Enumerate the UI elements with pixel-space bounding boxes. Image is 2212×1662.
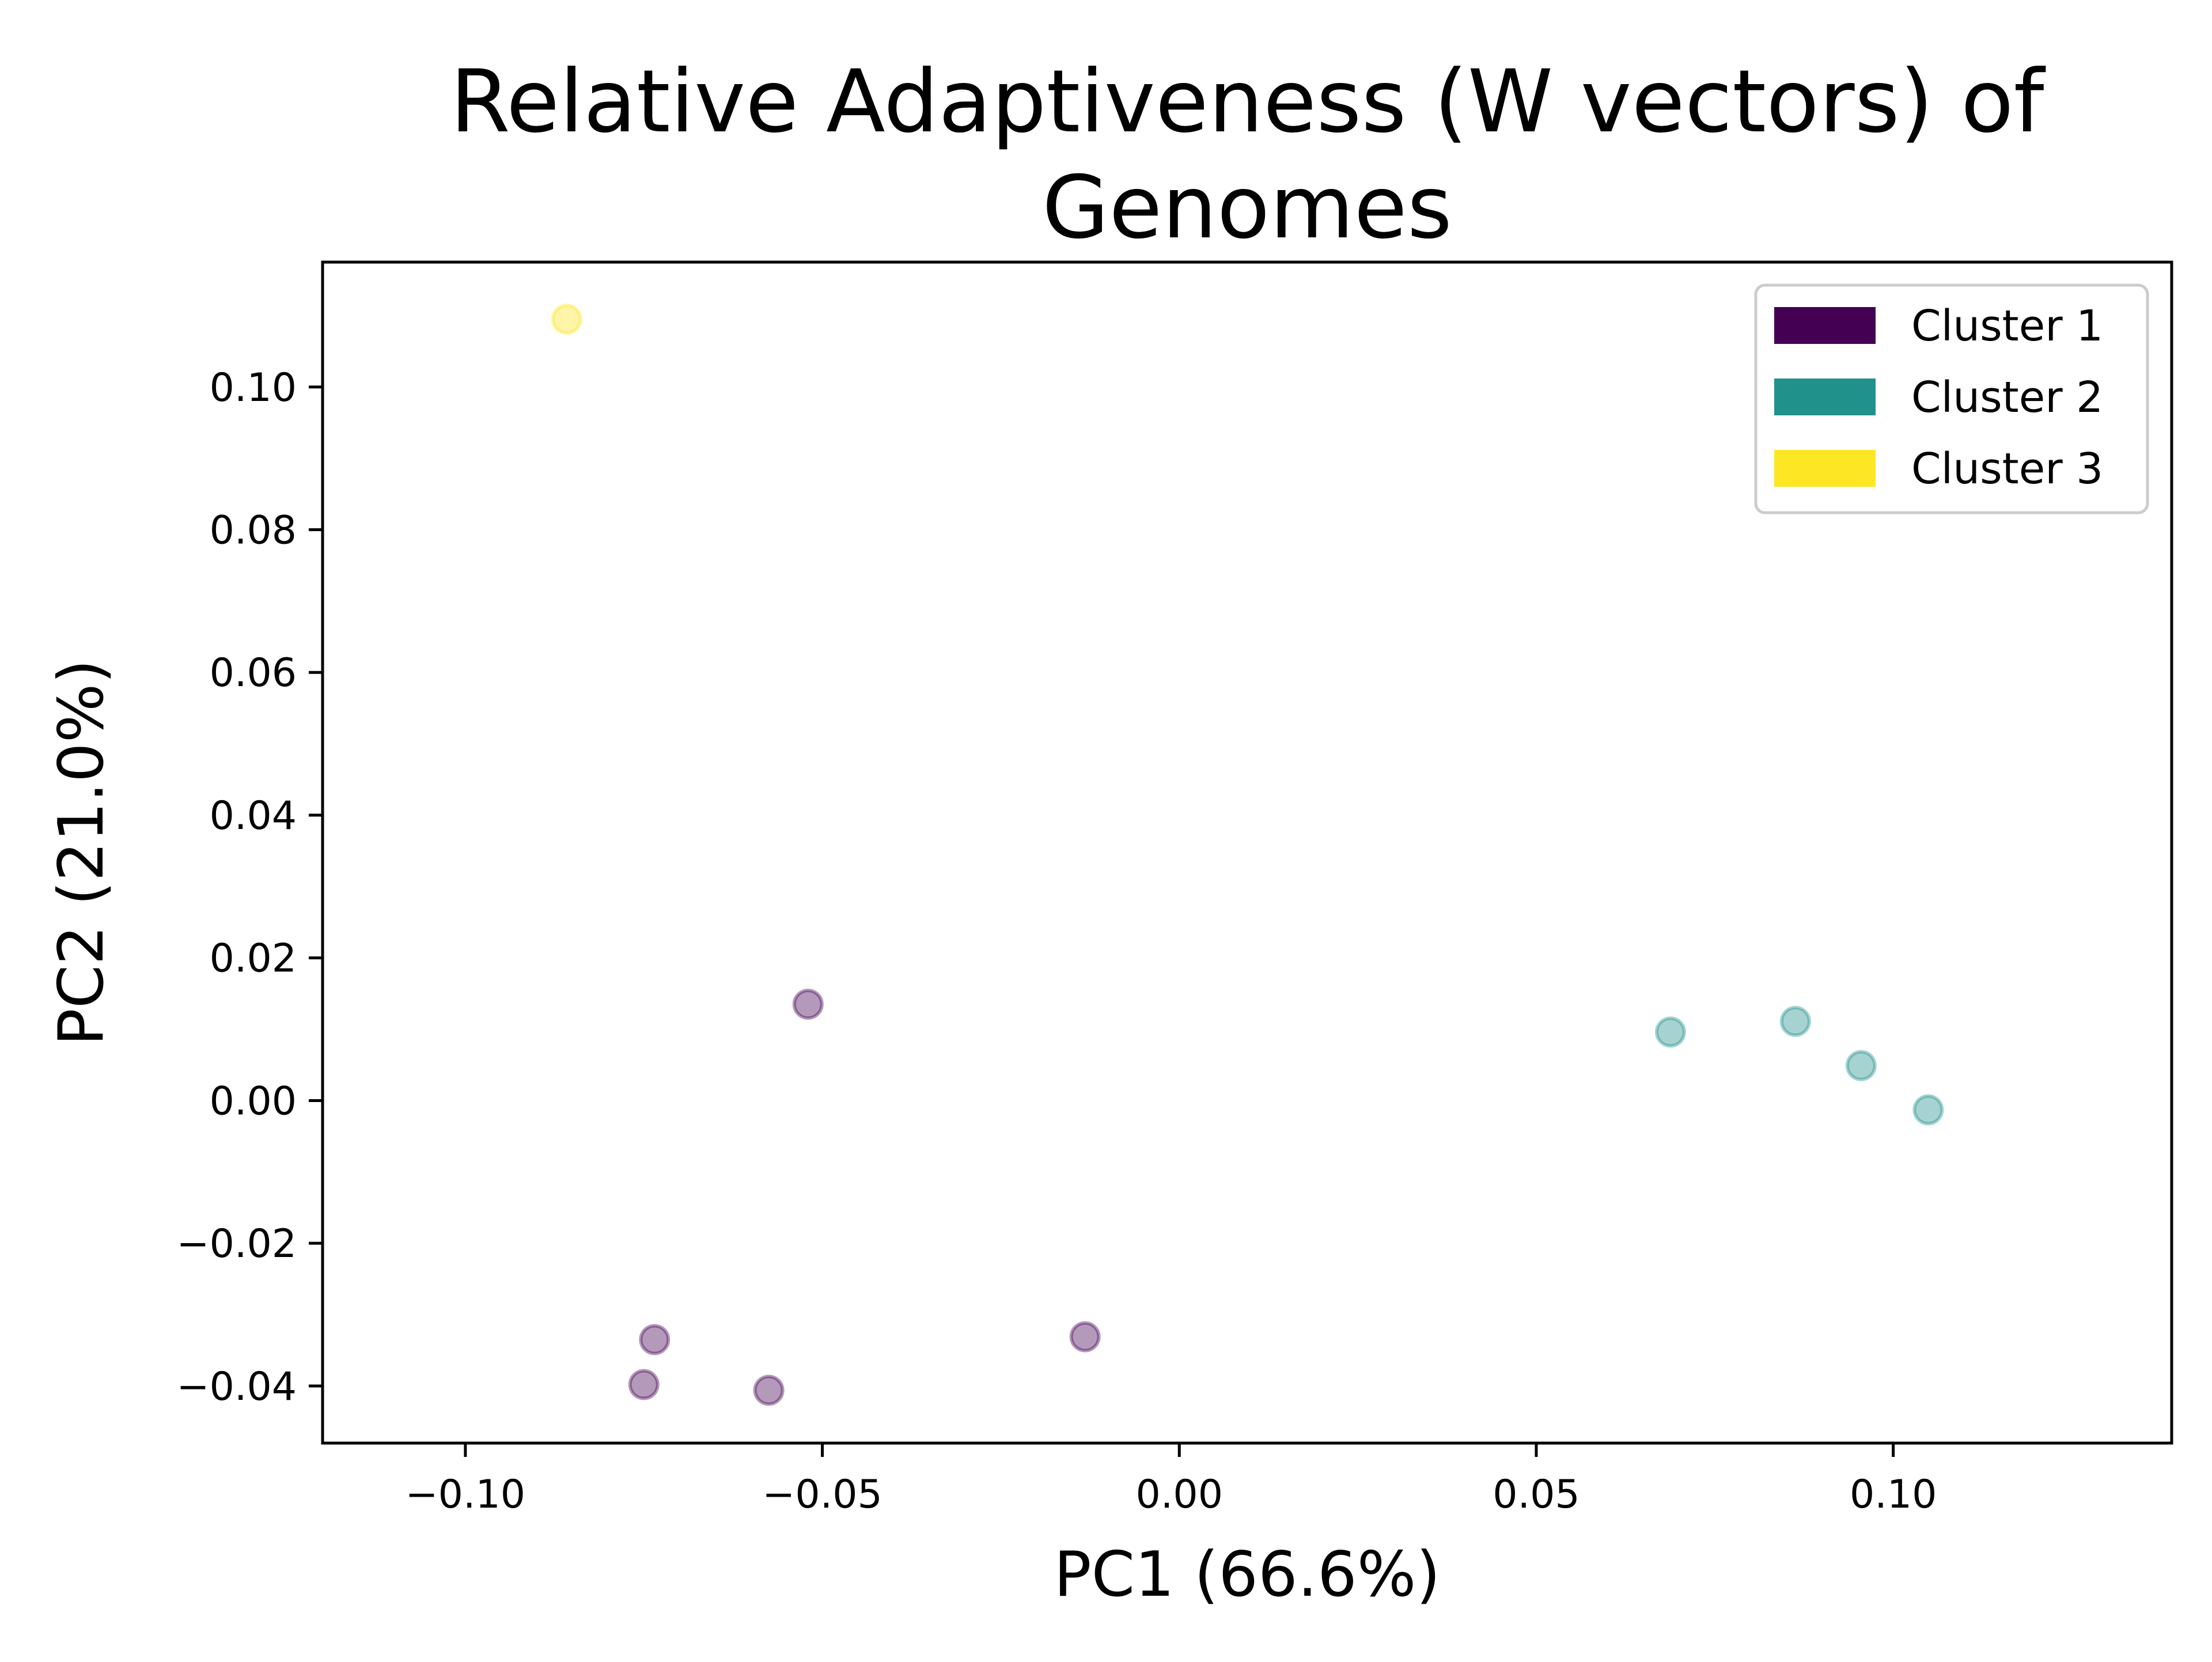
chart-title-line-1: Relative Adaptiveness (W vectors) of xyxy=(450,52,2046,152)
data-point-cluster-1 xyxy=(628,1369,660,1400)
y-tick-label: 0.10 xyxy=(210,365,297,411)
y-tick-label: 0.06 xyxy=(210,650,297,696)
y-tick-label: −0.02 xyxy=(177,1221,297,1267)
data-point-cluster-2 xyxy=(1779,1005,1811,1037)
y-tick-label: −0.04 xyxy=(177,1364,297,1410)
data-point-cluster-1 xyxy=(1069,1321,1101,1353)
data-point-cluster-2 xyxy=(1654,1016,1686,1048)
data-point-cluster-1 xyxy=(753,1375,785,1406)
legend-swatch-cluster-1 xyxy=(1774,307,1876,344)
x-tick-label: 0.10 xyxy=(1850,1472,1937,1517)
data-markers xyxy=(551,304,1944,1406)
plot-frame xyxy=(321,260,2173,1445)
y-tick-label: 0.04 xyxy=(210,793,297,839)
data-point-cluster-2 xyxy=(1912,1094,1944,1126)
chart-title-line-2: Genomes xyxy=(1042,158,1452,258)
legend-label-cluster-2: Cluster 2 xyxy=(1911,373,2103,422)
y-tick-label: 0.00 xyxy=(210,1078,297,1124)
legend-swatch-cluster-2 xyxy=(1774,378,1876,415)
y-axis-label: PC2 (21.0%) xyxy=(46,660,118,1046)
data-point-cluster-3 xyxy=(551,304,582,335)
x-tick-label: 0.05 xyxy=(1493,1472,1580,1517)
legend: Cluster 1 Cluster 2 Cluster 3 xyxy=(1754,283,2149,514)
legend-swatch-cluster-3 xyxy=(1774,450,1876,487)
y-tick-label: 0.08 xyxy=(210,508,297,554)
x-tick-label: −0.05 xyxy=(762,1472,882,1517)
x-tick-label: −0.10 xyxy=(406,1472,525,1517)
legend-label-cluster-1: Cluster 1 xyxy=(1911,301,2103,351)
legend-label-cluster-3: Cluster 3 xyxy=(1911,444,2103,494)
x-axis-label: PC1 (66.6%) xyxy=(1054,1539,1441,1611)
axis-ticks: −0.10 −0.05 0.00 0.05 0.10 −0.04 −0.02 0.00 0.02… xyxy=(177,365,1937,1517)
y-tick-label: 0.02 xyxy=(210,936,297,982)
chart-title: Relative Adaptiveness (W vectors) of Gen… xyxy=(450,52,2046,258)
x-tick-label: 0.00 xyxy=(1136,1472,1223,1517)
data-point-cluster-2 xyxy=(1845,1050,1877,1081)
data-point-cluster-1 xyxy=(639,1324,671,1356)
data-point-cluster-1 xyxy=(792,989,824,1020)
